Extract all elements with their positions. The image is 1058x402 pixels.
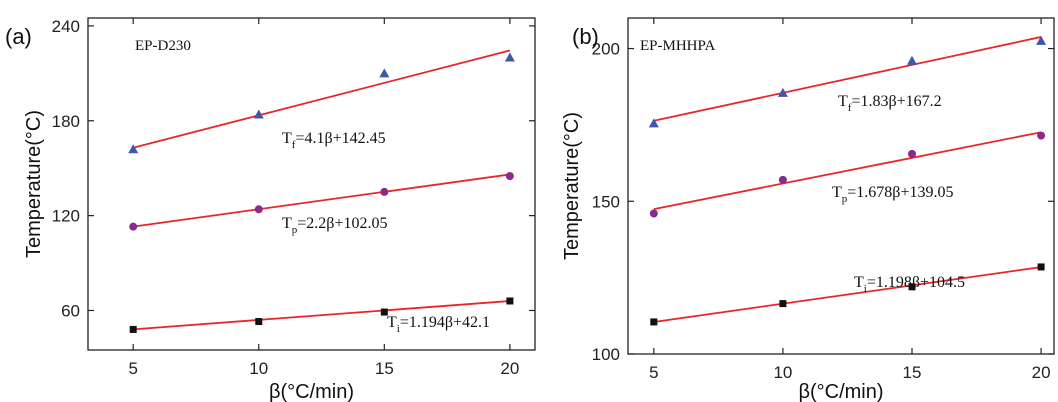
y-tick-label: 100 xyxy=(592,345,620,364)
y-tick-label: 150 xyxy=(592,192,620,211)
plot-frame xyxy=(627,17,1055,355)
y-tick-label: 180 xyxy=(52,112,80,131)
fit-line xyxy=(653,131,1042,210)
series-tf: Tf=1.83β+167.2 xyxy=(648,35,1047,128)
fit-line xyxy=(133,173,511,228)
data-point-square xyxy=(380,308,388,316)
data-point-square xyxy=(255,318,263,326)
data-point-triangle xyxy=(379,68,390,78)
fit-equation-label: Tf=1.83β+167.2 xyxy=(838,93,942,114)
data-point-triangle xyxy=(128,144,139,154)
chart-title: EP-D230 xyxy=(135,38,191,54)
fit-equation-label: Tp=2.2β+102.05 xyxy=(282,215,387,236)
y-axis-label: Temperature(°C) xyxy=(561,112,583,260)
x-tick-label: 10 xyxy=(773,363,792,382)
panel-letter: (a) xyxy=(5,24,32,49)
x-tick-label: 5 xyxy=(649,363,658,382)
x-tick-label: 15 xyxy=(375,359,394,378)
data-point-square xyxy=(908,283,916,291)
series-tp: Tp=1.678β+139.05 xyxy=(649,131,1046,218)
plot-frame xyxy=(87,17,536,351)
chart-panel-a: 5 10 15 20 60 120 180 240 (a) EP-D230 β(°C/min) Tem… xyxy=(5,17,536,402)
data-point-square xyxy=(506,297,514,305)
data-point-square xyxy=(779,300,787,308)
y-axis-label: Temperature(°C) xyxy=(23,110,45,258)
data-point-square xyxy=(650,318,658,326)
fit-line xyxy=(653,36,1042,122)
fit-equation-label: Tp=1.678β+139.05 xyxy=(832,184,953,205)
data-point-circle xyxy=(1037,131,1046,140)
y-tick-label: 200 xyxy=(592,40,620,59)
fit-equation-label: Ti=1.194β+42.1 xyxy=(387,314,490,335)
fit-line xyxy=(132,49,511,149)
data-point-circle xyxy=(380,187,389,196)
data-point-circle xyxy=(505,172,514,181)
fit-equation-label: Ti=1.198β+104.5 xyxy=(854,274,965,295)
fit-line xyxy=(653,266,1042,323)
series-tf: Tf=4.1β+142.45 xyxy=(128,49,515,154)
fit-equation-label: Tf=4.1β+142.45 xyxy=(282,130,386,151)
series-ti: Ti=1.194β+42.1 xyxy=(129,297,514,335)
data-point-circle xyxy=(254,205,263,214)
data-point-triangle xyxy=(253,109,264,119)
y-tick-label: 240 xyxy=(52,17,80,36)
data-point-triangle xyxy=(648,118,659,128)
x-axis-label: β(°C/min) xyxy=(798,381,883,402)
series-ti: Ti=1.198β+104.5 xyxy=(650,263,1045,326)
x-tick-label: 10 xyxy=(249,359,268,378)
x-tick-label: 5 xyxy=(128,359,137,378)
x-tick-label: 15 xyxy=(903,363,922,382)
data-point-square xyxy=(129,325,137,333)
data-point-circle xyxy=(129,222,138,231)
panel-letter: (b) xyxy=(572,24,599,49)
data-point-circle xyxy=(649,209,658,218)
series-tp: Tp=2.2β+102.05 xyxy=(129,172,514,236)
y-tick-label: 120 xyxy=(52,207,80,226)
data-point-triangle xyxy=(504,52,515,62)
data-point-triangle xyxy=(907,55,917,65)
data-point-triangle xyxy=(1036,35,1047,45)
fit-line xyxy=(133,300,510,331)
data-point-square xyxy=(1037,263,1045,271)
chart-title: EP-MHHPA xyxy=(640,38,715,54)
x-axis-label: β(°C/min) xyxy=(269,381,354,402)
data-point-circle xyxy=(908,149,916,158)
y-tick-label: 60 xyxy=(61,301,80,320)
data-point-circle xyxy=(778,175,787,184)
x-tick-label: 20 xyxy=(500,359,519,378)
chart-panel-b: 5 10 15 20 100 150 200(b) EP-MHHPA β(°C/min) Temp… xyxy=(561,17,1055,402)
data-point-triangle xyxy=(777,87,788,97)
x-tick-label: 20 xyxy=(1032,363,1051,382)
